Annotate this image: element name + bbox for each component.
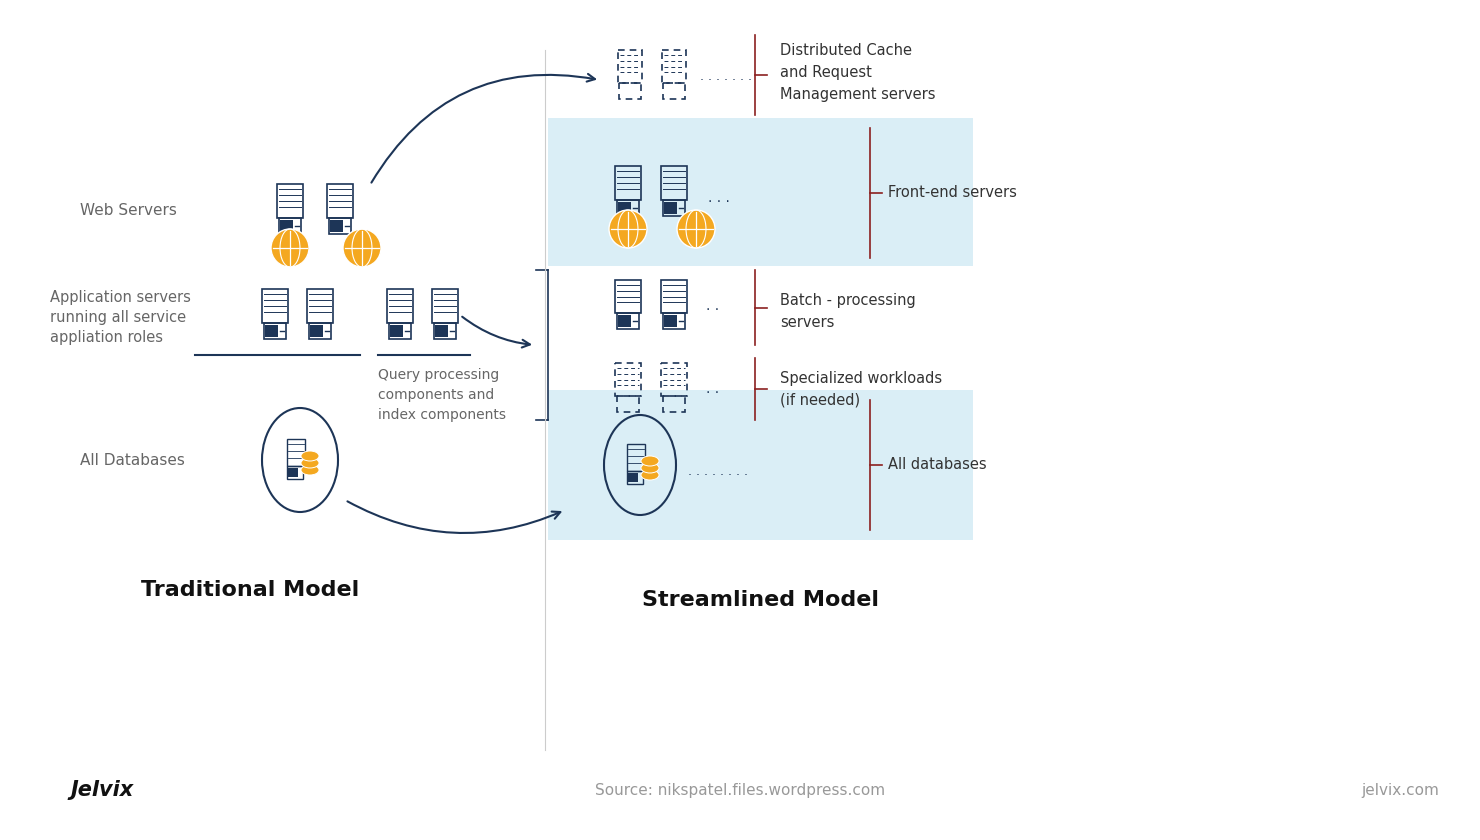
Text: jelvix.com: jelvix.com (1362, 783, 1439, 797)
Bar (663, 82, 685, 98)
Bar (619, 50, 642, 82)
Bar (662, 166, 687, 200)
Bar (309, 325, 323, 338)
Bar (628, 473, 638, 482)
Bar (277, 184, 303, 218)
FancyArrowPatch shape (462, 317, 530, 348)
Ellipse shape (300, 451, 320, 461)
Bar (434, 323, 456, 339)
Text: Front-end servers: Front-end servers (888, 185, 1017, 200)
Bar (617, 200, 639, 217)
Bar (262, 289, 289, 323)
Text: All databases: All databases (888, 456, 987, 471)
Bar (617, 312, 639, 328)
Bar (432, 289, 457, 323)
Bar (327, 184, 354, 218)
Text: Query processing: Query processing (377, 368, 499, 382)
Bar (289, 469, 297, 477)
Text: (if needed): (if needed) (780, 392, 860, 407)
Ellipse shape (641, 470, 659, 480)
Bar (628, 444, 645, 471)
Text: · ·: · · (706, 386, 719, 400)
Bar (435, 325, 448, 338)
Bar (265, 325, 278, 338)
Bar (306, 289, 333, 323)
FancyArrowPatch shape (371, 74, 595, 182)
Text: Traditional Model: Traditional Model (141, 580, 360, 600)
Text: Management servers: Management servers (780, 87, 935, 102)
Bar (330, 220, 343, 233)
Text: servers: servers (780, 314, 835, 329)
Bar (280, 220, 293, 233)
Text: All Databases: All Databases (80, 453, 185, 468)
Bar (617, 202, 632, 214)
Text: · · ·: · · · (707, 195, 730, 209)
Bar (616, 166, 641, 200)
Bar (616, 363, 641, 396)
Text: Batch - processing: Batch - processing (780, 292, 916, 307)
Text: · · · · · · ·: · · · · · · · (700, 74, 752, 87)
Bar (389, 325, 403, 338)
Circle shape (271, 229, 309, 267)
Bar (329, 218, 351, 234)
Bar (548, 390, 972, 540)
Bar (308, 323, 332, 339)
Text: · ·: · · (706, 303, 719, 317)
Bar (628, 471, 644, 484)
Text: Specialized workloads: Specialized workloads (780, 370, 943, 386)
Bar (663, 202, 678, 214)
Bar (548, 118, 972, 266)
Bar (616, 280, 641, 312)
Text: Application servers: Application servers (50, 290, 191, 305)
Circle shape (676, 210, 715, 248)
Text: running all service: running all service (50, 309, 186, 324)
Text: Web Servers: Web Servers (80, 202, 178, 218)
Bar (620, 82, 641, 98)
Bar (663, 312, 685, 328)
Bar (663, 314, 678, 327)
Text: appliation roles: appliation roles (50, 329, 163, 344)
Bar (287, 439, 305, 466)
Bar (386, 289, 413, 323)
Bar (389, 323, 411, 339)
Bar (263, 323, 287, 339)
Text: · · · · · · · ·: · · · · · · · · (688, 469, 747, 481)
Bar (662, 363, 687, 396)
Ellipse shape (641, 456, 659, 466)
Circle shape (343, 229, 380, 267)
Bar (663, 396, 685, 412)
Bar (663, 200, 685, 217)
Text: Distributed Cache: Distributed Cache (780, 43, 912, 57)
Bar (617, 314, 632, 327)
Text: index components: index components (377, 408, 506, 422)
Text: and Request: and Request (780, 65, 872, 80)
Text: components and: components and (377, 388, 494, 402)
Text: Jelvix: Jelvix (70, 780, 133, 800)
Ellipse shape (641, 463, 659, 473)
Ellipse shape (300, 458, 320, 468)
Bar (617, 396, 639, 412)
Bar (287, 466, 303, 479)
Text: Streamlined Model: Streamlined Model (641, 590, 879, 610)
Ellipse shape (300, 465, 320, 475)
Bar (662, 280, 687, 312)
Bar (278, 218, 302, 234)
Bar (662, 50, 687, 82)
Circle shape (608, 210, 647, 248)
Text: Source: nikspatel.files.wordpress.com: Source: nikspatel.files.wordpress.com (595, 783, 885, 797)
FancyArrowPatch shape (348, 501, 561, 533)
